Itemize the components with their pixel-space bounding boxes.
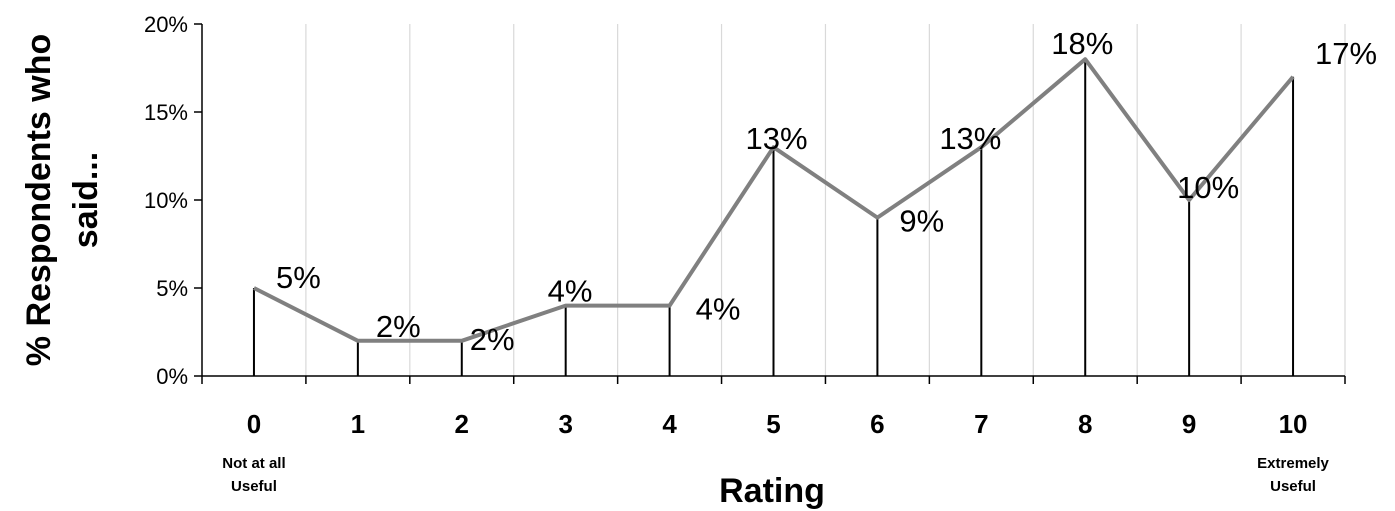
data-label: 18%: [1051, 26, 1113, 61]
data-labels: 5% 2% 2% 4% 4% 13% 9% 13% 18% 10% 17%: [276, 26, 1377, 357]
x-tick-label: 3: [558, 409, 572, 439]
y-tick-label: 5%: [156, 276, 188, 301]
data-label: 4%: [548, 274, 593, 309]
data-label: 5%: [276, 260, 321, 295]
y-tick-label: 20%: [144, 12, 188, 37]
x-tick-label: 5: [766, 409, 780, 439]
series-line: [253, 57, 1295, 343]
x-tick-label: 0: [247, 409, 261, 439]
category-note: Useful: [231, 478, 277, 495]
data-label: 4%: [696, 292, 741, 327]
series-line-path: [253, 57, 1295, 343]
y-axis-title-line-2: said...: [67, 152, 105, 248]
category-notes: Not at all Useful Extremely Useful: [222, 455, 1329, 495]
x-tick-label: 1: [351, 409, 365, 439]
category-note: Useful: [1270, 478, 1316, 495]
y-axis-title-line-1: % Respondents who: [20, 34, 58, 366]
x-tick-label: 6: [870, 409, 884, 439]
x-tick-label: 4: [662, 409, 677, 439]
x-tick-label: 8: [1078, 409, 1092, 439]
x-tick-label: 9: [1182, 409, 1196, 439]
data-label: 13%: [746, 121, 808, 156]
data-label: 9%: [899, 204, 944, 239]
data-label: 2%: [470, 322, 515, 357]
data-label: 17%: [1315, 36, 1377, 71]
y-axis-ticks: 0% 5% 10% 15% 20%: [144, 12, 202, 389]
x-tick-label: 7: [974, 409, 988, 439]
x-axis-title: Rating: [719, 472, 825, 510]
data-label: 13%: [939, 121, 1001, 156]
x-tick-label: 2: [455, 409, 469, 439]
x-axis-ticks: 0 1 2 3 4 5 6 7 8 9 10: [201, 376, 1346, 439]
y-tick-label: 15%: [144, 100, 188, 125]
category-note: Extremely: [1257, 455, 1329, 472]
vertical-gridlines: [305, 24, 1346, 376]
category-note: Not at all: [222, 455, 285, 472]
data-label: 10%: [1177, 170, 1239, 205]
x-tick-label: 10: [1279, 409, 1308, 439]
data-label: 2%: [376, 309, 421, 344]
y-tick-label: 10%: [144, 188, 188, 213]
drop-lines: [252, 59, 1295, 376]
y-tick-label: 0%: [156, 364, 188, 389]
